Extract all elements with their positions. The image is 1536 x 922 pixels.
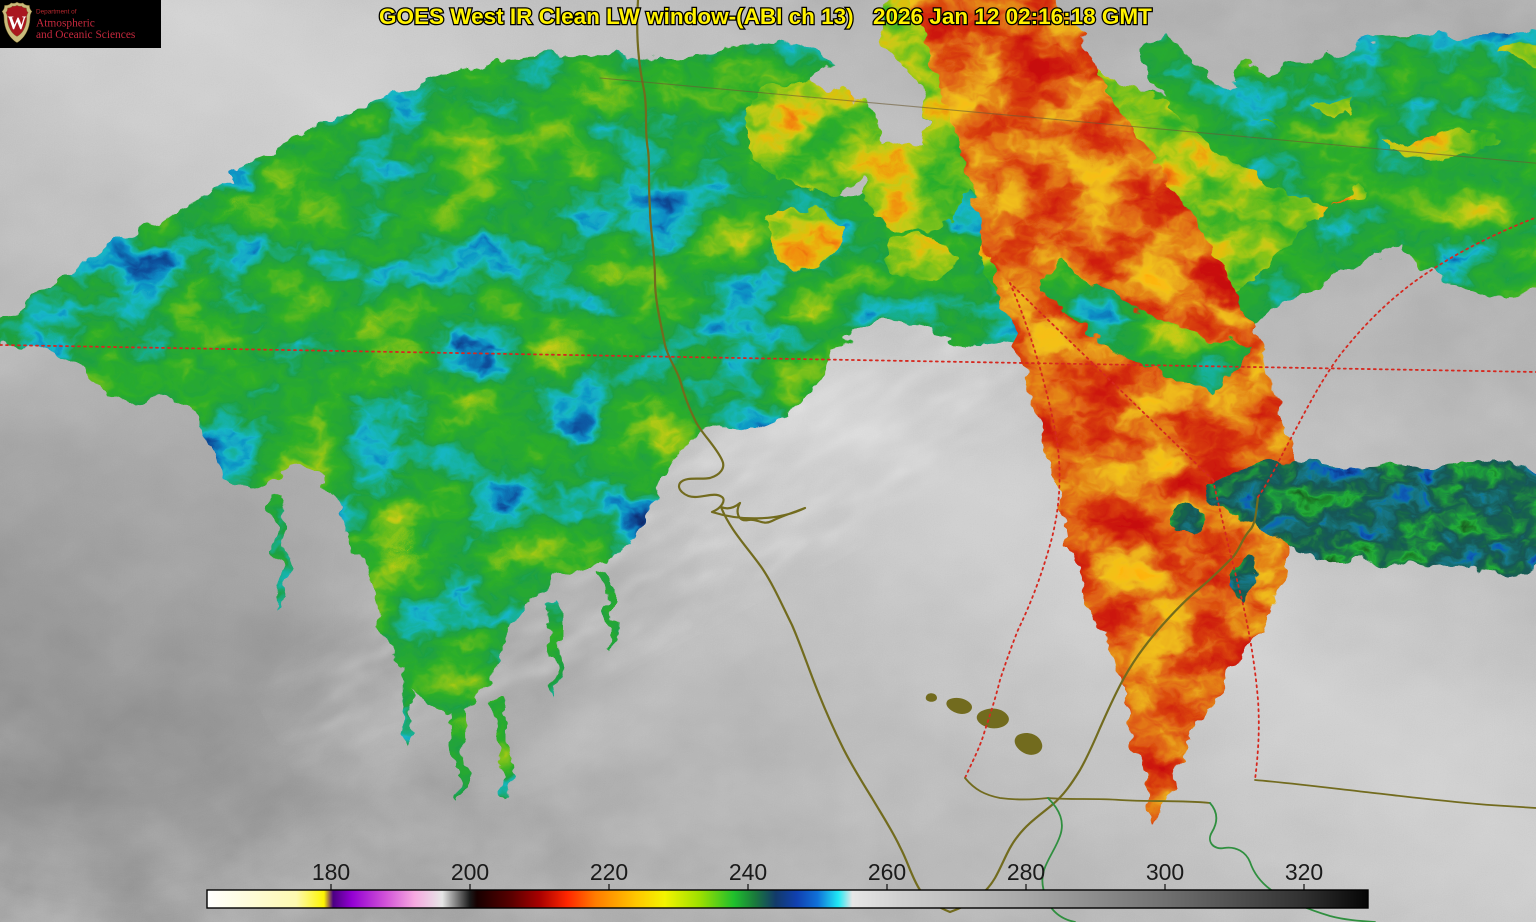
svg-text:300: 300 bbox=[1146, 859, 1184, 885]
svg-text:240: 240 bbox=[729, 859, 767, 885]
svg-text:280: 280 bbox=[1007, 859, 1045, 885]
svg-text:Atmospheric: Atmospheric bbox=[36, 18, 95, 30]
svg-text:180: 180 bbox=[312, 859, 350, 885]
svg-text:W: W bbox=[8, 13, 27, 34]
svg-text:2026 Jan 12 02:16:18 GMT: 2026 Jan 12 02:16:18 GMT bbox=[873, 4, 1152, 29]
svg-text:320: 320 bbox=[1285, 859, 1323, 885]
svg-text:200: 200 bbox=[451, 859, 489, 885]
svg-text:Department of: Department of bbox=[36, 9, 77, 16]
svg-text:and Oceanic Sciences: and Oceanic Sciences bbox=[36, 29, 136, 41]
svg-text:220: 220 bbox=[590, 859, 628, 885]
svg-text:260: 260 bbox=[868, 859, 906, 885]
svg-text:GOES West IR Clean LW window-(: GOES West IR Clean LW window-(ABI ch 13) bbox=[379, 4, 854, 29]
